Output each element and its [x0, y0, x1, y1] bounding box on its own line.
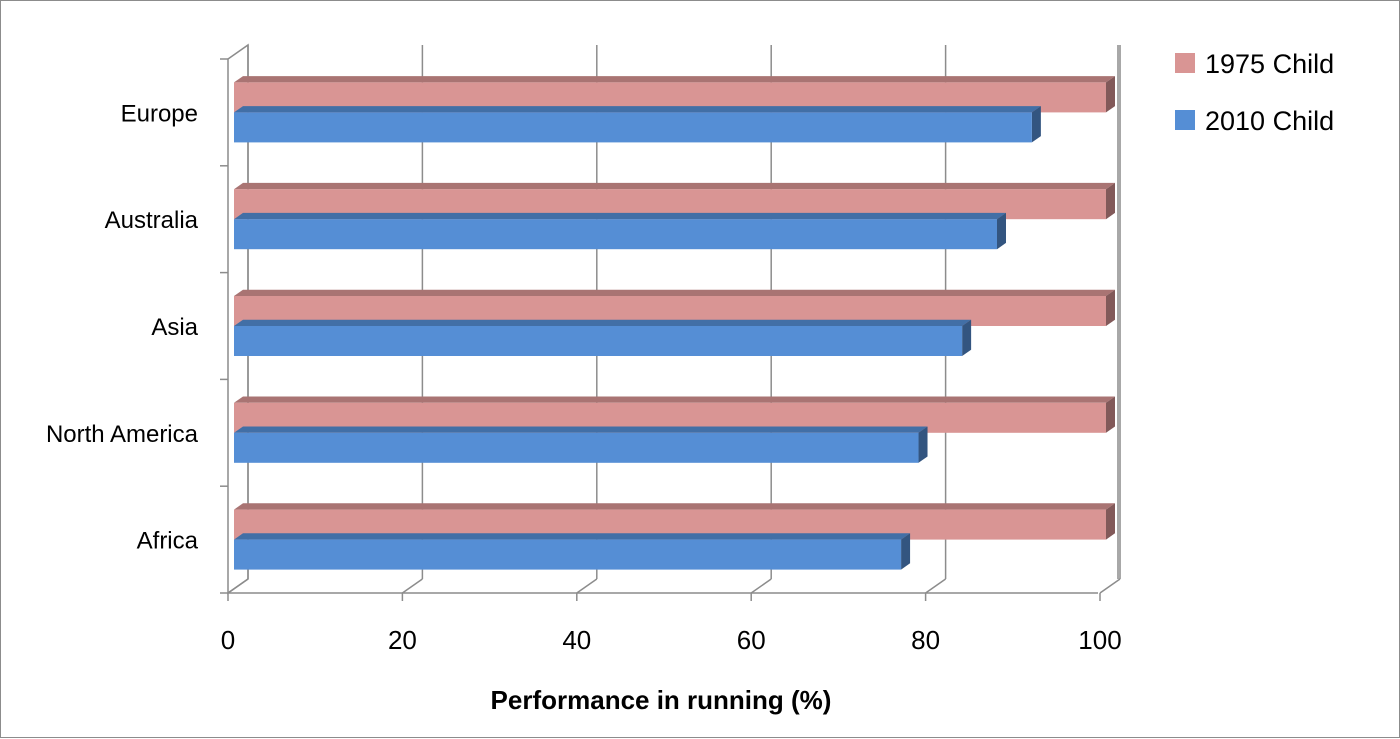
x-tick-label: 0	[221, 625, 235, 655]
category-label-asia: Asia	[151, 314, 198, 341]
floor-gridline	[750, 578, 772, 594]
bar-top-face	[234, 106, 1041, 113]
bar-front-face	[234, 219, 997, 250]
legend: 1975 Child 2010 Child	[1175, 49, 1334, 136]
bar-side-face	[901, 533, 911, 570]
bar-2010-child-australia	[234, 212, 1006, 250]
bar-side-face	[918, 426, 928, 463]
bar-top-face	[234, 503, 1115, 510]
bar-front-face	[234, 539, 902, 570]
bar-top-face	[234, 182, 1115, 190]
category-label-australia: Australia	[105, 207, 199, 234]
bar-side-face	[1031, 106, 1041, 143]
bar-top-face	[234, 289, 1115, 296]
bar-side-face	[1106, 503, 1115, 540]
bar-side-face	[997, 212, 1006, 250]
legend-swatch-2010-child	[1175, 110, 1195, 130]
floor-gridline	[925, 578, 947, 594]
x-axis-title: Performance in running (%)	[491, 685, 832, 715]
legend-label-2010-child: 2010 Child	[1205, 106, 1334, 136]
bar-side-face	[1106, 76, 1115, 113]
category-label-north-america: North America	[46, 421, 199, 448]
floor-gridline	[576, 578, 598, 594]
bar-front-face	[234, 432, 919, 463]
x-tick-label: 60	[737, 625, 766, 655]
bar-top-face	[234, 319, 972, 326]
category-labels: Europe Australia Asia North America Africa	[46, 100, 199, 554]
bar-2010-child-north-america	[234, 426, 928, 463]
floor-gridline	[401, 578, 423, 594]
bar-2010-child-europe	[234, 106, 1041, 143]
x-tick-label: 80	[911, 625, 940, 655]
x-tick-label: 40	[562, 625, 591, 655]
bar-front-face	[234, 326, 963, 356]
bar-top-face	[234, 533, 911, 540]
bar-top-face	[234, 76, 1115, 83]
floor-gridline	[227, 578, 249, 594]
floor-gridline	[1099, 578, 1121, 594]
bar-2010-child-asia	[234, 319, 972, 356]
bar-side-face	[1106, 182, 1115, 220]
bar-top-face	[234, 426, 928, 433]
bar-side-face	[1106, 396, 1115, 433]
x-tick-label: 100	[1078, 625, 1121, 655]
legend-swatch-1975-child	[1175, 53, 1195, 73]
bar-side-face	[962, 319, 972, 356]
bar-top-face	[234, 396, 1115, 403]
x-tick-label: 20	[388, 625, 417, 655]
category-label-europe: Europe	[121, 100, 198, 127]
legend-label-1975-child: 1975 Child	[1205, 49, 1334, 79]
bar-2010-child-africa	[234, 533, 911, 570]
bar-top-face	[234, 212, 1006, 220]
category-label-africa: Africa	[137, 528, 199, 555]
x-tick-labels: 0 20 40 60 80 100	[221, 625, 1122, 655]
bars	[234, 76, 1115, 570]
bar-front-face	[234, 112, 1032, 143]
bar-side-face	[1106, 289, 1115, 326]
